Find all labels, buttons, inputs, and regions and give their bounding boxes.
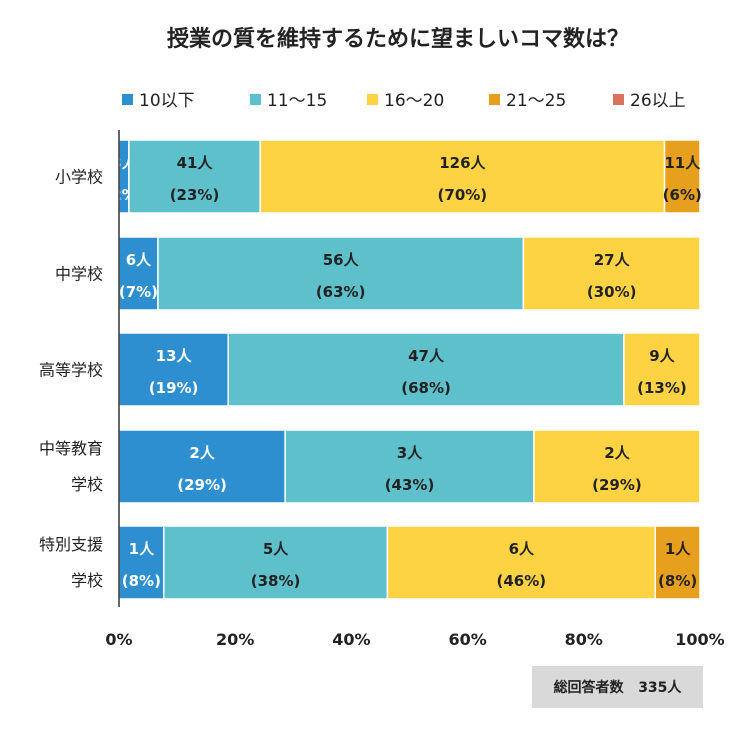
bar-segment-1-2 <box>128 139 261 214</box>
segment-count-label: 1人 <box>129 540 155 558</box>
category-label: 小学校 <box>55 168 103 187</box>
bar-segment-4-3 <box>533 429 701 504</box>
segment-percent-label: (13%) <box>637 379 687 397</box>
legend-swatch-2 <box>250 94 261 105</box>
segment-percent-label: (19%) <box>149 379 199 397</box>
category-label: 特別支援 <box>39 535 103 554</box>
total-respondents-label: 総回答者数 <box>553 680 624 696</box>
bar-segment-2-2 <box>157 236 525 311</box>
legend-label-5: 26以上 <box>630 91 686 111</box>
legend-swatch-3 <box>367 94 378 105</box>
segment-count-label: 3人 <box>397 444 423 462</box>
segment-count-label: 2人 <box>189 444 215 462</box>
x-tick-label: 80% <box>565 630 603 649</box>
legend-label-2: 11〜15 <box>267 91 327 111</box>
segment-percent-label: (30%) <box>587 283 637 301</box>
segment-count-label: 13人 <box>156 347 193 365</box>
category-label: 中学校 <box>55 265 103 284</box>
x-tick-label: 20% <box>216 630 254 649</box>
segment-percent-label: (7%) <box>119 283 158 301</box>
segment-percent-label: (29%) <box>177 476 227 494</box>
segment-count-label: 47人 <box>408 347 445 365</box>
bar-segment-2-3 <box>522 236 701 311</box>
category-label: 学校 <box>71 475 103 494</box>
legend-swatch-1 <box>122 94 133 105</box>
segment-count-label: 27人 <box>594 251 631 269</box>
segment-percent-label: (8%) <box>122 572 161 590</box>
bar-segment-3-3 <box>623 332 701 407</box>
legend-swatch-5 <box>613 94 624 105</box>
segment-percent-label: (8%) <box>658 572 697 590</box>
x-axis: 0% 20% 40% 60% 80% 100% <box>105 630 724 649</box>
segment-count-label: 56人 <box>323 251 360 269</box>
segment-count-label: 11人 <box>664 154 701 172</box>
bar-segment-5-4 <box>654 525 701 600</box>
total-respondents-value: 335人 <box>638 680 682 696</box>
legend-swatch-4 <box>489 94 500 105</box>
segment-percent-label: (23%) <box>170 186 220 204</box>
segment-percent-label: (29%) <box>592 476 642 494</box>
total-respondents-box: 総回答者数 335人 <box>532 666 703 708</box>
segment-count-label: 1人 <box>665 540 691 558</box>
legend-label-4: 21〜25 <box>506 91 566 111</box>
x-tick-label: 40% <box>332 630 370 649</box>
x-tick-label: 60% <box>448 630 486 649</box>
bar-segment-3-1 <box>118 332 229 407</box>
segment-percent-label: (63%) <box>316 283 366 301</box>
segment-count-label: 9人 <box>649 347 675 365</box>
segment-count-label: 41人 <box>177 154 214 172</box>
category-label: 中等教育 <box>39 439 103 458</box>
segment-count-label: 2人 <box>604 444 630 462</box>
segment-percent-label: (43%) <box>385 476 435 494</box>
chart-title: 授業の質を維持するために望ましいコマ数は？ <box>167 26 629 52</box>
plot-area: 3人2%41人(23%)126人(70%)11人(6%)6人(7%)56人(63… <box>111 130 702 607</box>
category-label: 高等学校 <box>39 361 103 380</box>
segment-percent-label: (70%) <box>438 186 488 204</box>
category-label: 学校 <box>71 571 103 590</box>
segment-count-label: 6人 <box>126 251 152 269</box>
x-tick-label: 0% <box>105 630 132 649</box>
legend-label-1: 10以下 <box>139 91 195 111</box>
legend: 10以下 11〜15 16〜20 21〜25 26以上 <box>122 91 686 111</box>
segment-count-label: 6人 <box>509 540 535 558</box>
bar-segment-5-3 <box>386 525 657 600</box>
bar-segment-1-4 <box>663 139 701 214</box>
segment-percent-label: (6%) <box>663 186 702 204</box>
segment-percent-label: (38%) <box>251 572 301 590</box>
legend-label-3: 16〜20 <box>384 91 444 111</box>
x-tick-label: 100% <box>675 630 724 649</box>
segment-percent-label: (68%) <box>401 379 451 397</box>
segment-percent-label: (46%) <box>497 572 547 590</box>
segment-count-label: 126人 <box>439 154 486 172</box>
bar-segment-4-2 <box>284 429 535 504</box>
segment-count-label: 5人 <box>263 540 289 558</box>
bar-segment-1-3 <box>259 139 666 214</box>
